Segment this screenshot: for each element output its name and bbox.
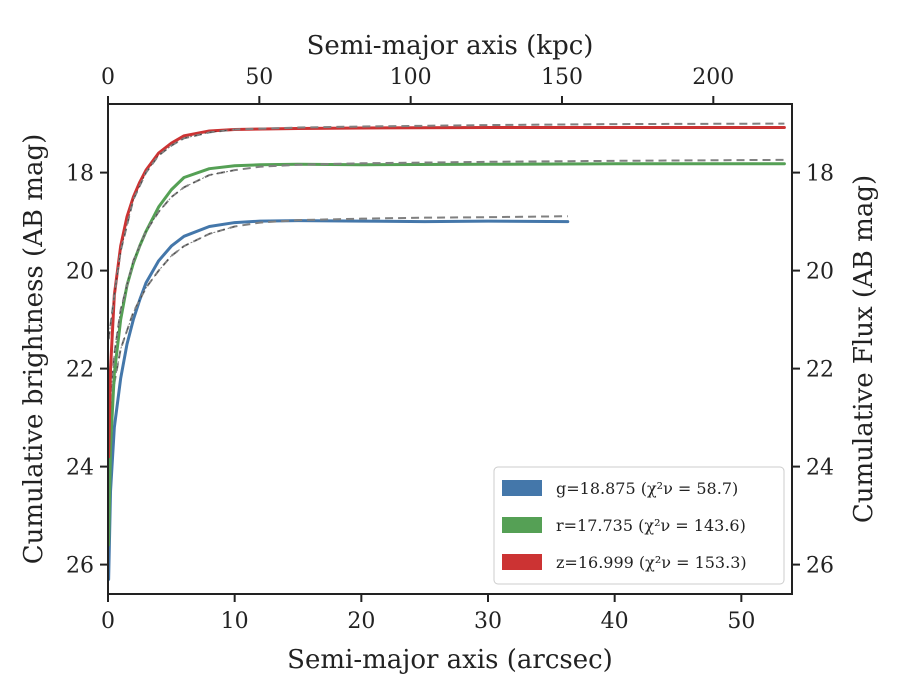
series-line-r (107, 162, 786, 547)
y-tick-label: 24 (66, 456, 94, 481)
y-tick-label: 26 (66, 554, 94, 579)
right-y-tick-label: 18 (806, 162, 834, 187)
model-core-g (108, 226, 235, 423)
y-tick-label: 20 (66, 260, 94, 285)
y-tick-label: 18 (66, 162, 94, 187)
legend-swatch-r (502, 517, 542, 533)
series-line-g (107, 219, 570, 581)
top-x-tick-label: 50 (245, 65, 273, 90)
legend: g=18.875 (χ²ν = 58.7) r=17.735 (χ²ν = 143… (493, 466, 785, 585)
top-x-tick-label: 150 (541, 65, 583, 90)
series-line-z (107, 126, 786, 459)
legend-label-r: r=17.735 (χ²ν = 143.6) (556, 516, 746, 535)
y-tick-label: 22 (66, 358, 94, 383)
legend-label-z: z=16.999 (χ²ν = 153.3) (556, 553, 747, 572)
x-tick-label: 40 (601, 609, 629, 634)
x-tick-label: 30 (474, 609, 502, 634)
ticks-layer: 0 10 20 30 40 50 0 50 100 150 200 18 18 20 20 22 22 24 24 2… (66, 65, 834, 634)
right-y-tick-label: 20 (806, 260, 834, 285)
series-layer (107, 122, 786, 581)
legend-swatch-z (502, 554, 542, 570)
x-axis-title: Semi-major axis (arcsec) (287, 645, 613, 675)
right-axis-title: Cumulative Flux (AB mag) (849, 175, 879, 523)
x-tick-label: 50 (727, 609, 755, 634)
x-tick-label: 20 (347, 609, 375, 634)
legend-label-g: g=18.875 (χ²ν = 58.7) (556, 479, 738, 498)
top-x-tick-label: 200 (692, 65, 734, 90)
model-line-g (107, 215, 568, 423)
model-line-z (107, 122, 785, 340)
legend-swatch-g (502, 480, 542, 496)
model-core-r (108, 169, 235, 418)
y-axis-title: Cumulative brightness (AB mag) (19, 134, 49, 565)
axes-frame (107, 103, 793, 595)
model-line-r (107, 158, 785, 418)
x-tick-label: 0 (101, 609, 115, 634)
top-axis-title: Semi-major axis (kpc) (307, 31, 594, 61)
x-tick-label: 10 (221, 609, 249, 634)
model-core-z (108, 128, 235, 340)
top-x-tick-label: 100 (390, 65, 432, 90)
top-x-tick-label: 0 (101, 65, 115, 90)
legend-box (493, 466, 785, 585)
right-y-tick-label: 26 (806, 554, 834, 579)
right-y-tick-label: 24 (806, 456, 834, 481)
right-y-tick-label: 22 (806, 358, 834, 383)
